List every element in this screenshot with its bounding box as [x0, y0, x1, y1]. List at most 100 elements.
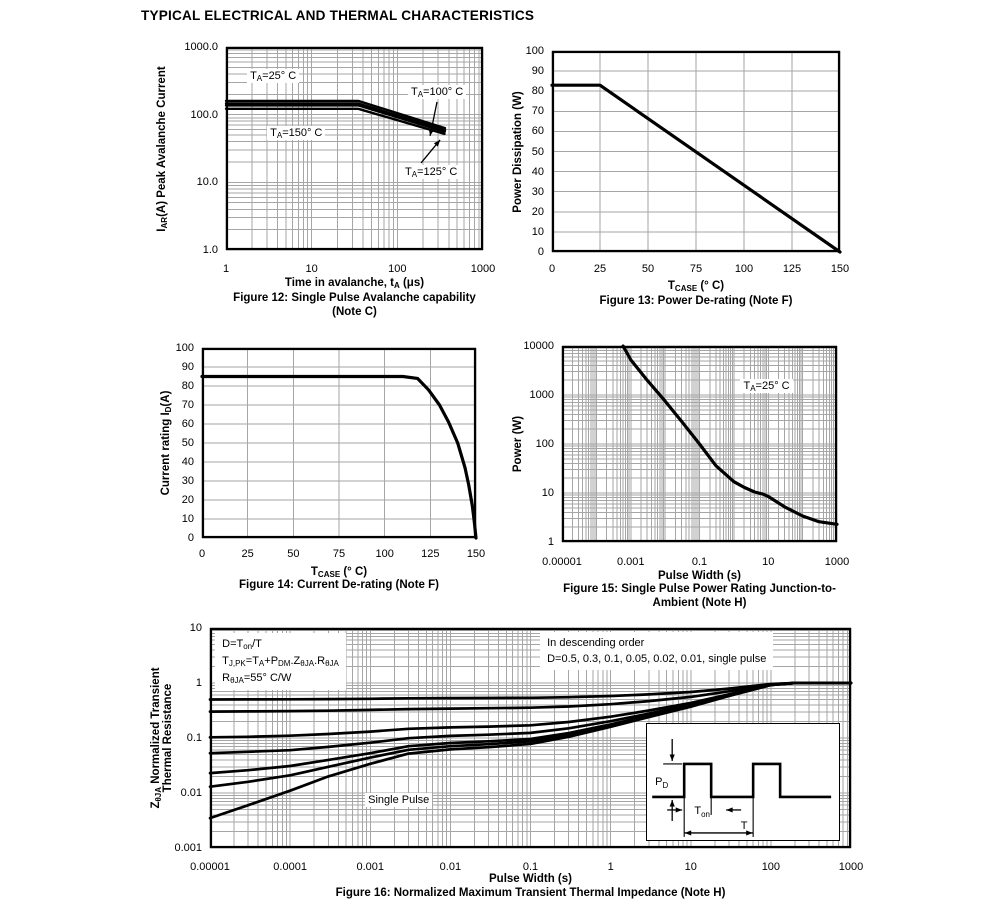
- figure-13-series-power-dissipation-limit: [550, 83, 842, 254]
- x-tick-label: 125: [782, 263, 802, 275]
- figure-16-x-axis-title: Pulse Width (s): [489, 873, 572, 885]
- x-tick-label: 1000: [824, 556, 850, 568]
- figure-15-plot-canvas: [561, 344, 839, 543]
- arrow-head: [746, 830, 753, 836]
- dimension-lines: [663, 763, 754, 837]
- formula-line: D=Ton/T: [222, 637, 262, 651]
- legend-line: D=0.5, 0.3, 0.1, 0.05, 0.02, 0.01, singl…: [547, 652, 767, 665]
- y-tick-label: 40: [531, 165, 544, 178]
- inset-label-part: T: [741, 820, 748, 832]
- legend-line: In descending order: [547, 636, 645, 649]
- x-tick-label: 1000: [470, 263, 496, 275]
- x-tick-label: 50: [287, 548, 300, 560]
- figure-16-formula-box: D=Ton/T TJ,PK=TA+PDM.ZθJA.RθJA RθJA=55° C/…: [215, 632, 346, 690]
- figure-12-annotation: TA=125° C: [402, 164, 461, 179]
- y-tick-label: 10: [531, 225, 544, 238]
- y-tick-label: 0.1: [186, 732, 202, 744]
- x-tick-label: 0.0001: [273, 861, 307, 873]
- figure-12-series-t-a-125-c: [224, 104, 446, 133]
- y-tick-label: 80: [531, 85, 544, 98]
- figure-13-y-axis-title: Power Dissipation (W): [512, 90, 524, 213]
- x-tick-label: 10: [762, 556, 775, 568]
- x-tick-label: 10: [684, 861, 697, 873]
- figure-12-caption: (Note C): [332, 306, 377, 318]
- x-tick-label: 150: [830, 263, 850, 275]
- y-tick-label: 100: [175, 342, 194, 354]
- figure-12-series-t-a-150-c: [224, 107, 446, 136]
- figure-12-single-pulse-avalanche-chart: 1.0 10.0 100.0 1000.0 1 10 100 1000 Time in aval…: [156, 41, 495, 318]
- x-tick-label: 0.001: [356, 861, 385, 873]
- figure-15-x-axis-title: Pulse Width (s): [658, 570, 741, 582]
- figure-15-caption: Ambient (Note H): [652, 597, 747, 609]
- figure-13-power-derating-chart: 0 10 20 30 40 50 60 70 80 90 100 0 25 50 75 100 125 150 TC…: [512, 45, 849, 307]
- x-tick-label: 50: [641, 263, 655, 275]
- y-tick-label: 0.001: [174, 842, 202, 854]
- x-tick-label: 0.00001: [542, 556, 582, 568]
- y-tick-label: 70: [531, 105, 544, 118]
- x-tick-label: 0.00001: [190, 861, 230, 873]
- y-tick-label: 1000: [529, 389, 554, 401]
- x-tick-label: 0.001: [616, 556, 645, 568]
- inset-label-part: P: [655, 776, 662, 788]
- y-tick-label: 1.0: [202, 244, 218, 256]
- y-tick-label: 50: [531, 145, 544, 158]
- figure-14-plot-canvas: [200, 347, 478, 540]
- arrow-head: [726, 807, 733, 813]
- figure-12-axis-frame: [225, 46, 484, 251]
- x-tick-label: 0.01: [439, 861, 462, 873]
- y-tick-label: 100.0: [190, 108, 218, 121]
- figure-15-annotation: TA=25° C: [740, 379, 793, 394]
- figure-16-annotation: Single Pulse: [365, 793, 433, 807]
- pulse-waveform: [652, 762, 831, 799]
- x-tick-label: 0: [198, 548, 206, 560]
- inset-label-part: T: [694, 805, 701, 817]
- x-tick-label: 150: [466, 548, 486, 560]
- inset-label-part: on: [701, 810, 710, 819]
- y-tick-label: 10.0: [196, 176, 218, 189]
- arrow-head: [669, 754, 675, 762]
- y-tick-label: 90: [181, 361, 194, 373]
- figure-16-series-d-0-3: [208, 681, 853, 713]
- x-tick-label: 0: [548, 263, 556, 275]
- figure-12-series-t-a-100-c: [224, 102, 447, 132]
- figure-12-annotation: TA=150° C: [267, 125, 326, 140]
- x-tick-label: 0.1: [522, 861, 539, 873]
- figure-12-caption: Figure 12: Single Pulse Avalanche capabi…: [233, 292, 476, 304]
- x-tick-label: 125: [421, 548, 440, 560]
- y-tick-label: 70: [181, 399, 194, 411]
- y-tick-label: 100: [535, 438, 554, 450]
- x-tick-label: 100: [734, 263, 754, 275]
- figure-13-axis-frame: [551, 50, 841, 253]
- figure-14-x-axis-title: TCASE (° C): [310, 566, 368, 579]
- arrow-head: [428, 129, 434, 136]
- y-tick-label: 10: [189, 622, 202, 634]
- x-tick-label: 100: [388, 263, 407, 275]
- arrow-head: [669, 799, 675, 807]
- y-tick-label: 30: [181, 475, 194, 487]
- y-tick-label: 30: [531, 185, 544, 198]
- figure-16-legend: In descending order D=0.5, 0.3, 0.1, 0.05…: [540, 631, 774, 670]
- y-tick-label: 1: [195, 677, 202, 689]
- figure-14-axis-frame: [201, 347, 477, 539]
- on-time-label: Ton: [694, 805, 710, 819]
- figure-14-caption: Figure 14: Current De-rating (Note F): [239, 579, 439, 591]
- x-tick-label: 75: [689, 263, 703, 275]
- figure-12-y-axis-title: IAR(A) Peak Avalanche Current: [156, 65, 169, 232]
- figure-15-caption: Figure 15: Single Pulse Power Rating Jun…: [563, 583, 836, 595]
- figure-15-axis-frame: [561, 345, 838, 543]
- x-tick-label: 100: [375, 548, 394, 560]
- figure-12-x-axis-title: Time in avalanche, tA (μs): [284, 277, 425, 290]
- x-tick-label: 1000: [838, 861, 864, 873]
- arrow-head: [433, 140, 441, 147]
- figure-13-caption: Figure 13: Power De-rating (Note F): [599, 295, 793, 307]
- y-tick-label: 80: [181, 380, 194, 392]
- arrow-head: [684, 830, 692, 836]
- figure-16-caption: Figure 16: Normalized Maximum Transient …: [335, 887, 726, 899]
- y-tick-label: 0: [187, 532, 194, 544]
- y-tick-label: 60: [531, 125, 544, 138]
- y-tick-label: 20: [531, 205, 544, 218]
- pulse-waveform-inset: PD Ton T: [645, 723, 841, 841]
- amplitude-label: PD: [655, 776, 668, 790]
- arrow-head: [675, 807, 683, 813]
- x-tick-label: 1: [222, 263, 230, 275]
